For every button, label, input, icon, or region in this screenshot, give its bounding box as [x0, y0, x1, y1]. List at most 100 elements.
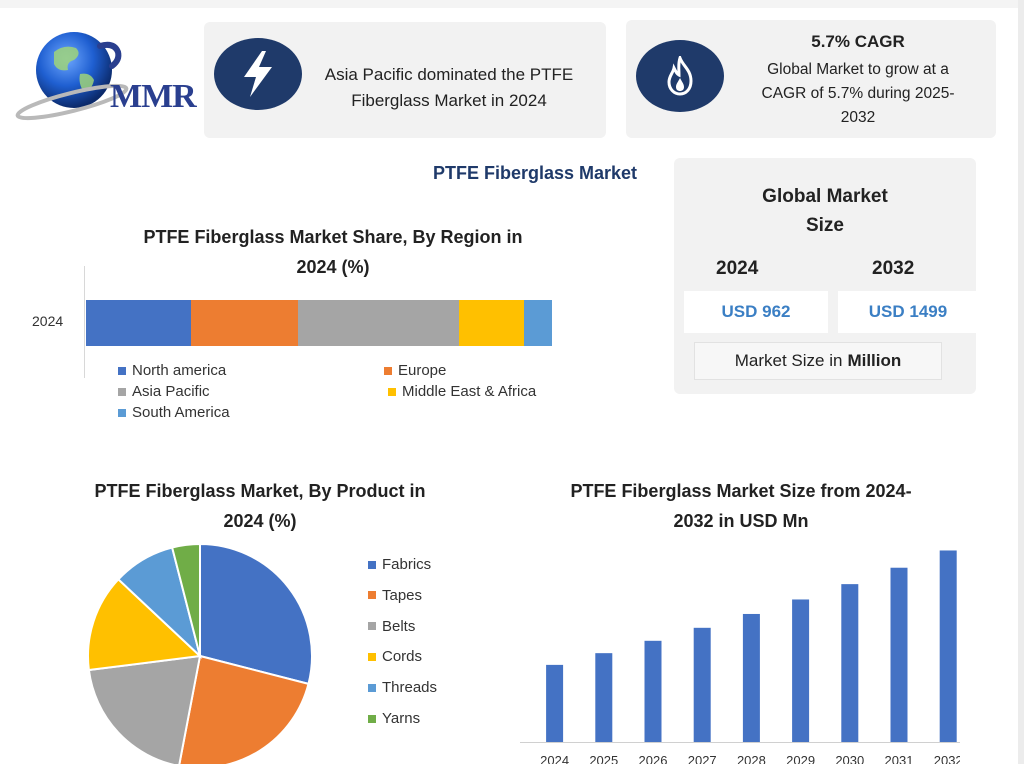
gms-year-end: 2032 — [872, 258, 915, 279]
legend-swatch — [118, 387, 126, 396]
market-size-bar — [742, 613, 760, 742]
region-category-label: 2024 — [32, 313, 64, 329]
global-market-size-panel: Global Market Size 2024 2032 USD 962 USD… — [674, 158, 978, 394]
region-title-line2: 2024 (%) — [296, 257, 370, 277]
cagr-title: 5.7% CAGR — [811, 32, 905, 51]
region-legend-label: Europe — [398, 362, 447, 379]
legend-swatch — [368, 714, 376, 723]
product-legend-label: Threads — [382, 679, 438, 697]
product-chart-title: PTFE Fiberglass Market, By Product in 20… — [60, 476, 460, 536]
region-legend-label: South America — [132, 404, 230, 421]
page-title: PTFE Fiberglass Market — [432, 163, 638, 183]
dominance-text-line1: Asia Pacific dominated the PTFE — [324, 65, 574, 84]
pie-slice — [87, 654, 202, 764]
dominance-text: Asia Pacific dominated the PTFE Fibergla… — [304, 62, 594, 114]
mmr-logo: MMR — [14, 22, 206, 122]
right-border — [1018, 0, 1024, 764]
market-size-bar-chart: 2024 2025 2026 2027 2028 2029 2030 2031 2032 — [520, 550, 960, 764]
x-tick-label: 2029 — [786, 753, 815, 764]
x-tick-label: 2026 — [639, 753, 668, 764]
region-legend-label: North america — [132, 362, 227, 379]
legend-swatch — [388, 387, 396, 396]
region-legend-item: Asia Pacific — [118, 383, 210, 400]
product-legend-item: Belts — [368, 618, 415, 635]
product-pie-chart — [87, 542, 313, 764]
region-bar-segment — [524, 300, 552, 346]
pie-slice — [87, 577, 203, 672]
cagr-text-line1: Global Market to grow at a — [767, 61, 949, 78]
market-size-bar — [939, 550, 957, 742]
region-legend-item: Middle East & Africa — [388, 383, 536, 400]
market-size-bar — [644, 640, 662, 742]
gms-value-end: USD 1499 — [838, 291, 978, 333]
product-legend-label: Belts — [382, 617, 416, 635]
product-legend-label: Fabrics — [382, 556, 432, 573]
region-title-line1: PTFE Fiberglass Market Share, By Region … — [143, 227, 523, 247]
product-legend-item: Threads — [368, 679, 437, 696]
legend-swatch — [384, 366, 392, 375]
region-stacked-bar — [86, 300, 556, 346]
product-title-line1: PTFE Fiberglass Market, By Product in — [94, 481, 426, 501]
region-bar-segment — [190, 300, 299, 346]
market-size-bar — [693, 627, 711, 742]
product-legend-label: Yarns — [382, 710, 421, 727]
gms-unit-prefix: Market Size in — [734, 351, 843, 370]
cagr-text-line2: CAGR of 5.7% during 2025- — [761, 85, 955, 102]
region-legend-item: North america — [118, 362, 226, 379]
flame-icon — [636, 40, 724, 112]
legend-swatch — [368, 622, 376, 631]
market-size-chart-title: PTFE Fiberglass Market Size from 2024- 2… — [536, 476, 946, 536]
pie-slice — [178, 654, 310, 764]
x-tick-label: 2032 — [934, 753, 960, 764]
x-tick-label: 2028 — [737, 753, 766, 764]
gms-year-start: 2024 — [716, 258, 759, 279]
x-tick-label: 2030 — [835, 753, 864, 764]
region-legend-item: South America — [118, 404, 230, 421]
region-bar-segment — [298, 300, 459, 346]
gms-unit-label: Market Size in Million — [694, 342, 942, 380]
product-legend-item: Tapes — [368, 587, 422, 604]
product-legend-item: Yarns — [368, 710, 420, 727]
market-size-bar — [546, 664, 564, 742]
region-bar-segment — [458, 300, 525, 346]
x-tick-label: 2031 — [885, 753, 914, 764]
region-legend-label: Middle East & Africa — [402, 383, 537, 400]
market-size-bar — [841, 584, 859, 742]
cagr-text-line3: 2032 — [840, 109, 876, 126]
market-size-title-line2: 2032 in USD Mn — [673, 511, 809, 531]
market-size-title-line1: PTFE Fiberglass Market Size from 2024- — [570, 481, 912, 501]
gms-unit-bold: Million — [847, 351, 902, 370]
globe-icon — [15, 32, 129, 121]
legend-swatch — [118, 366, 126, 375]
x-tick-label: 2027 — [688, 753, 717, 764]
logo-text: MMR — [110, 78, 197, 115]
product-legend-label: Cords — [382, 648, 423, 666]
global-market-size-title: Global Market Size — [674, 182, 976, 240]
market-size-bar — [792, 599, 810, 742]
cagr-card: 5.7% CAGR Global Market to grow at a CAG… — [626, 20, 996, 138]
legend-swatch — [118, 408, 126, 417]
dominance-card: Asia Pacific dominated the PTFE Fibergla… — [204, 22, 606, 138]
top-border — [0, 0, 1024, 8]
pie-slice — [170, 542, 201, 657]
dominance-text-line2: Fiberglass Market in 2024 — [351, 91, 547, 110]
legend-swatch — [368, 652, 376, 661]
legend-swatch — [368, 683, 376, 692]
product-title-line2: 2024 (%) — [223, 511, 297, 531]
region-chart-axis — [84, 266, 85, 378]
legend-swatch — [368, 591, 376, 600]
region-bar-segment — [86, 300, 191, 346]
product-legend-item: Cords — [368, 648, 422, 665]
gms-title-line2: Size — [805, 215, 845, 236]
market-size-bar — [595, 653, 613, 742]
gms-title-line1: Global Market — [762, 186, 888, 207]
region-chart-title: PTFE Fiberglass Market Share, By Region … — [98, 222, 568, 282]
x-tick-label: 2025 — [589, 753, 618, 764]
x-tick-label: 2024 — [540, 753, 569, 764]
gms-value-start: USD 962 — [684, 291, 828, 333]
product-legend-label: Tapes — [382, 586, 423, 604]
market-size-bar — [890, 567, 908, 742]
product-legend-item: Fabrics — [368, 556, 431, 573]
cagr-text: Global Market to grow at a CAGR of 5.7% … — [730, 58, 986, 130]
